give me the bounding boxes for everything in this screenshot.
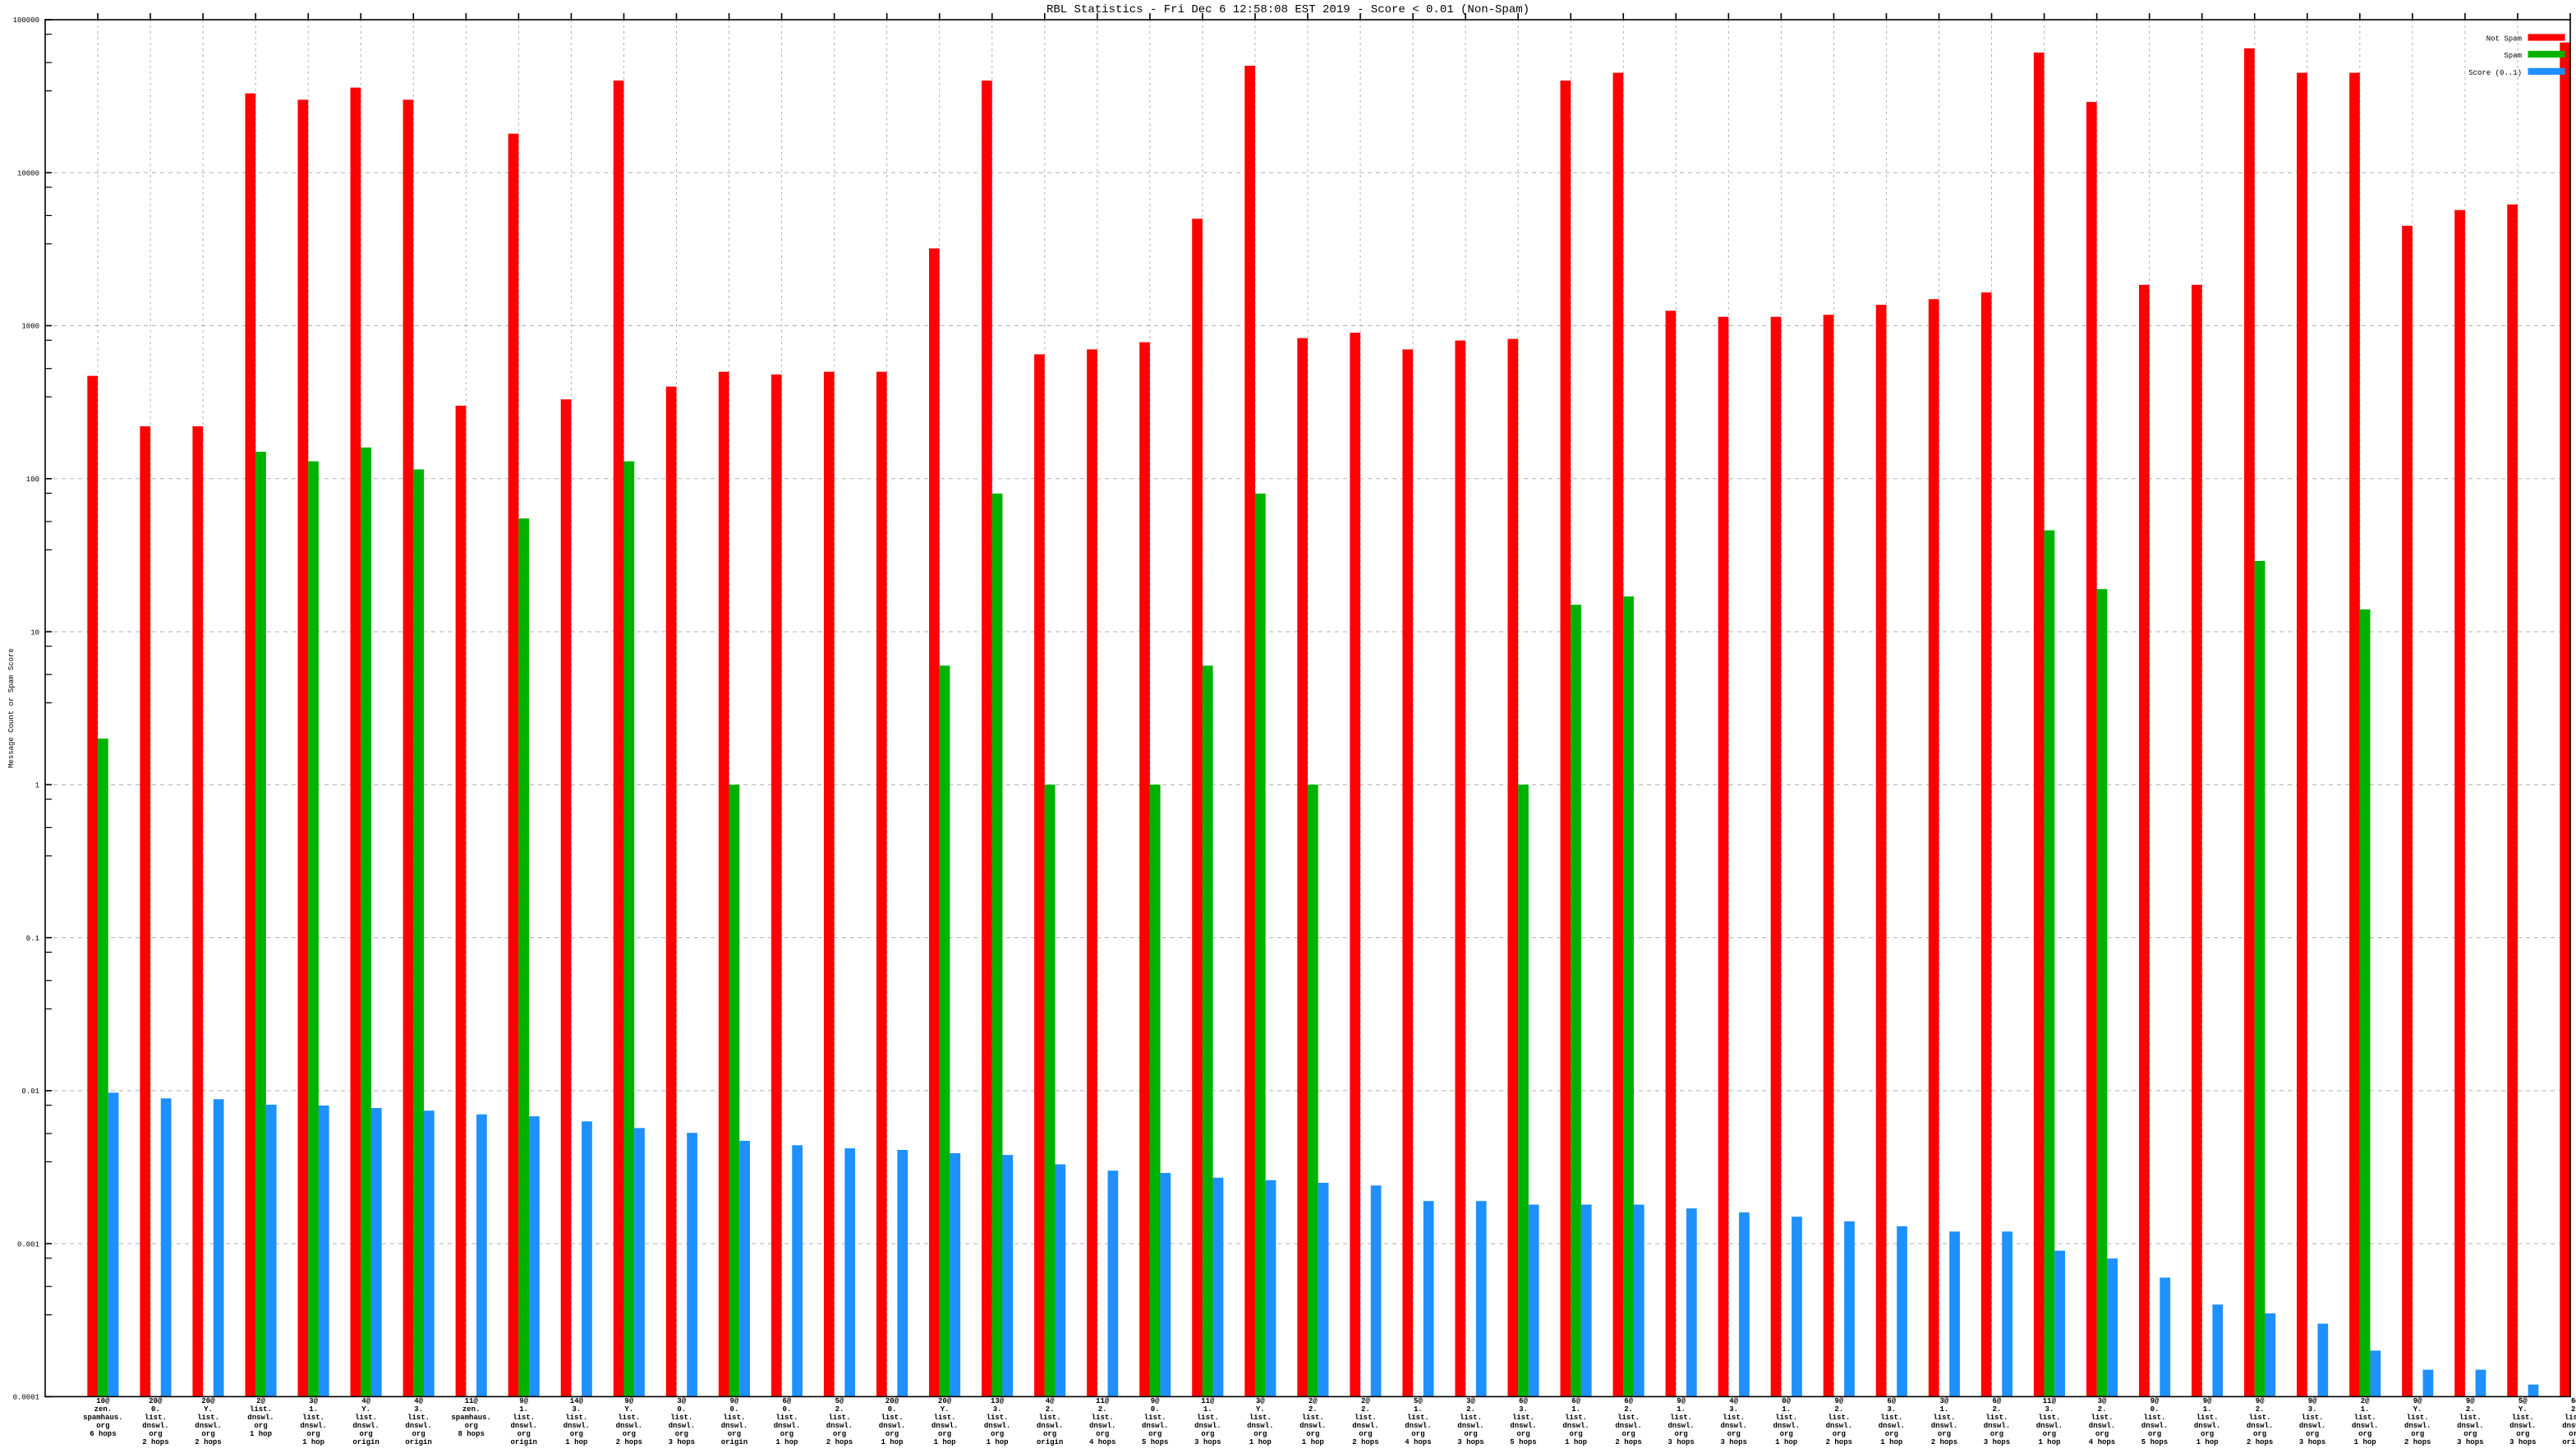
svg-text:100: 100	[26, 476, 39, 484]
svg-text:Spam: Spam	[2504, 52, 2522, 60]
svg-text:10: 10	[30, 628, 39, 637]
svg-text:10000: 10000	[17, 169, 39, 177]
svg-text:1: 1	[35, 782, 39, 790]
svg-text:1000: 1000	[21, 323, 39, 331]
svg-text:0.001: 0.001	[17, 1240, 39, 1248]
svg-text:Score (0..1): Score (0..1)	[2468, 69, 2522, 77]
svg-text:0.1: 0.1	[26, 935, 39, 943]
svg-text:RBL Statistics - Fri Dec 6 12: RBL Statistics - Fri Dec 6 12:58:08 EST …	[1046, 3, 1530, 16]
svg-text:0.01: 0.01	[21, 1087, 39, 1096]
svg-text:Not Spam: Not Spam	[2486, 35, 2522, 44]
svg-text:0.0001: 0.0001	[13, 1394, 39, 1402]
svg-text:Message Count or Spam Score: Message Count or Spam Score	[7, 648, 16, 768]
svg-text:100000: 100000	[13, 16, 39, 25]
